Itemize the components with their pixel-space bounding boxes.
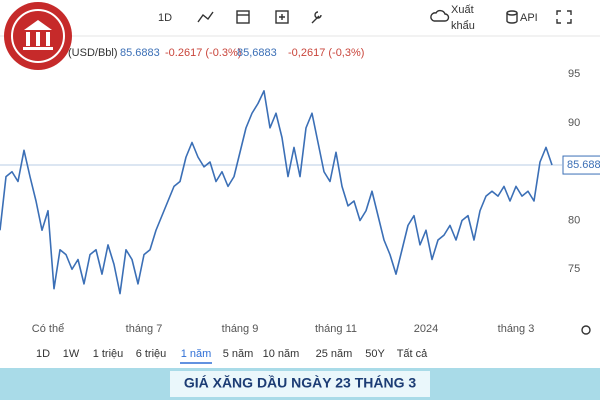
logo xyxy=(4,2,72,70)
add-icon[interactable] xyxy=(275,10,289,24)
change: -0.2617 (-0.3%) xyxy=(165,47,241,59)
unit-label: (USD/Bbl) xyxy=(68,47,118,59)
range-button[interactable]: 50Y xyxy=(365,348,385,360)
change-alt: -0,2617 (-0,3%) xyxy=(288,47,364,59)
range-button[interactable]: 1 năm xyxy=(181,348,212,360)
calendar-icon[interactable] xyxy=(236,10,250,24)
price-alt: 85,6883 xyxy=(237,47,277,59)
banner-box xyxy=(170,371,430,397)
export-label[interactable]: khẩu xyxy=(451,20,475,32)
price-tag-label: 85.688 xyxy=(567,159,600,171)
range-button[interactable]: 1D xyxy=(36,348,50,360)
y-tick-label: 90 xyxy=(568,117,580,129)
add-icon-plus xyxy=(279,14,285,20)
range-button[interactable]: 10 năm xyxy=(263,348,300,360)
range-button[interactable]: 1 triệu xyxy=(93,348,124,360)
chart-type-icon[interactable] xyxy=(197,11,214,23)
banner-title: GIÁ XĂNG DẦU NGÀY 23 THÁNG 3 xyxy=(184,375,417,391)
range-button[interactable]: 1W xyxy=(63,348,80,360)
price: 85.6883 xyxy=(120,47,160,59)
y-tick-label: 75 xyxy=(568,263,580,275)
x-tick-label: tháng 7 xyxy=(126,323,163,335)
fullscreen-icon[interactable] xyxy=(556,10,572,24)
x-tick-label: 2024 xyxy=(414,323,438,335)
range-button[interactable]: 6 triệu xyxy=(136,348,167,360)
export-icon[interactable] xyxy=(430,9,450,22)
settings-wrench-icon[interactable] xyxy=(311,11,322,24)
gear-icon[interactable] xyxy=(581,325,591,335)
y-tick-label: 95 xyxy=(568,68,580,80)
range-button[interactable]: 5 năm xyxy=(223,348,254,360)
x-tick-label: tháng 9 xyxy=(222,323,259,335)
price-tag xyxy=(562,155,600,175)
range-button[interactable]: Tất cả xyxy=(397,348,428,360)
interval-button[interactable]: 1D xyxy=(158,12,172,24)
x-tick-label: tháng 11 xyxy=(315,323,357,335)
price-line xyxy=(0,90,553,295)
range-button[interactable]: 25 năm xyxy=(316,348,353,360)
export-label[interactable]: Xuất xyxy=(451,4,474,16)
y-tick-label: 80 xyxy=(568,214,580,226)
api-icon-body xyxy=(506,13,518,24)
api-label[interactable]: API xyxy=(520,12,538,24)
x-tick-label: Có thể xyxy=(32,323,64,335)
x-tick-label: tháng 3 xyxy=(498,323,535,335)
